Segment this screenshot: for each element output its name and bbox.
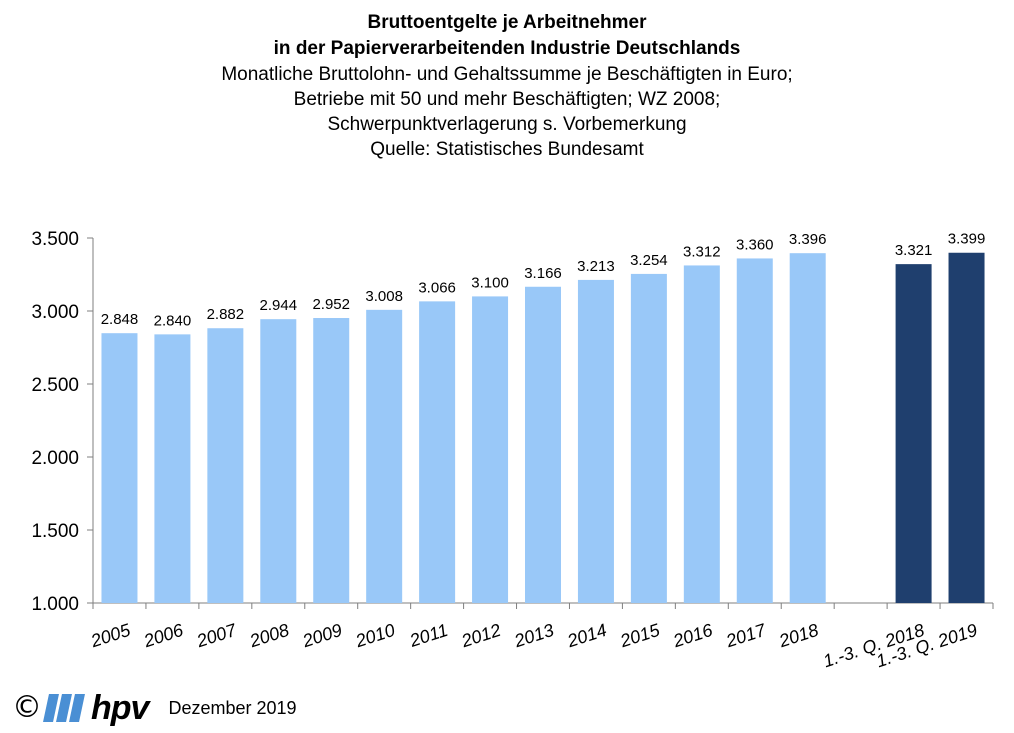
data-label: 3.312	[683, 243, 721, 260]
data-label: 3.396	[789, 231, 827, 248]
y-tick-label: 1.500	[31, 521, 79, 542]
x-tick-label: 2005	[87, 619, 133, 651]
x-tick-label: 2008	[246, 620, 291, 652]
x-tick-label: 2018	[776, 620, 821, 652]
bar	[313, 318, 350, 603]
y-tick-label: 2.000	[31, 448, 79, 469]
chart-subtitle-line4: Quelle: Statistisches Bundesamt	[370, 139, 644, 160]
data-label: 3.321	[895, 242, 933, 259]
data-label: 3.254	[630, 252, 668, 269]
data-label: 3.399	[948, 231, 986, 248]
bar	[154, 334, 191, 603]
bar	[419, 301, 456, 603]
data-label: 3.100	[471, 274, 509, 291]
y-tick-label: 2.500	[31, 375, 79, 396]
chart-subtitle-line1: Monatliche Bruttolohn- und Gehaltssumme …	[221, 64, 793, 85]
bar	[630, 273, 667, 603]
bar	[736, 258, 773, 603]
chart-title-line2: in der Papierverarbeitenden Industrie De…	[273, 38, 741, 59]
x-tick-label: 2014	[564, 620, 609, 652]
x-tick-label: 2013	[511, 620, 556, 652]
x-tick-label: 2011	[406, 620, 450, 651]
x-tick-label: 2015	[617, 619, 663, 651]
data-label: 2.944	[260, 297, 298, 314]
x-tick-label: 2017	[723, 619, 769, 651]
x-tick-label: 2016	[670, 619, 716, 651]
x-tick-label: 2006	[140, 619, 186, 651]
bar	[525, 286, 561, 603]
footer: © hpv Dezember 2019	[12, 688, 297, 728]
data-label: 3.166	[524, 265, 562, 282]
data-label: 2.882	[207, 306, 245, 323]
bar	[366, 309, 403, 603]
data-label: 3.008	[365, 288, 403, 305]
chart-subtitle-line3: Schwerpunktverlagerung s. Vorbemerkung	[327, 114, 687, 135]
chart-titles: Bruttoentgelte je Arbeitnehmer in der Pa…	[0, 10, 1014, 162]
bar	[472, 296, 509, 603]
data-label: 3.066	[418, 279, 456, 296]
data-label: 2.840	[154, 312, 192, 329]
bar	[577, 279, 614, 603]
hpv-logo-icon	[43, 694, 85, 722]
bar	[948, 252, 985, 603]
copyright-symbol: ©	[12, 690, 42, 725]
chart-title: Bruttoentgelte je Arbeitnehmer	[367, 12, 647, 33]
footer-date: Dezember 2019	[168, 697, 297, 718]
chart-subtitle-line2: Betriebe mit 50 und mehr Beschäftigten; …	[293, 89, 721, 110]
x-tick-label: 2012	[458, 620, 503, 652]
data-label: 3.213	[577, 258, 615, 275]
y-tick-label: 3.000	[31, 302, 79, 323]
y-tick-label: 1.000	[31, 594, 79, 615]
hpv-logo-text: hpv	[91, 689, 149, 727]
x-tick-label: 2007	[193, 619, 239, 651]
y-tick-label: 3.500	[31, 229, 79, 250]
data-label: 2.952	[312, 296, 350, 313]
data-label: 3.360	[736, 236, 774, 253]
bar	[260, 319, 297, 603]
bar	[895, 264, 932, 603]
x-tick-label: 2010	[352, 620, 397, 652]
x-tick-label: 2009	[299, 620, 344, 652]
bar	[683, 265, 720, 603]
data-label: 2.848	[101, 311, 139, 328]
bar	[789, 253, 826, 603]
bar	[101, 333, 138, 603]
bar	[207, 328, 244, 603]
